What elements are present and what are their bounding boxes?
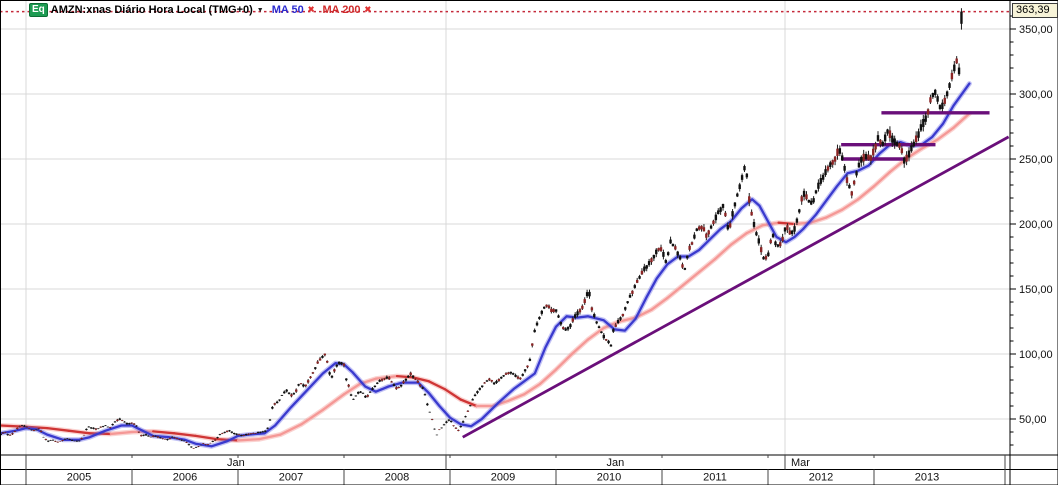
chart-header: Eq AMZN:xnas Diário Hora Local (TMG+0) ▼… xyxy=(29,2,371,18)
time-axis: Jan Jan Mar 2005 2006 2007 2008 2009 2010 2011 201… xyxy=(25,455,1006,485)
ma50-line[interactable] xyxy=(0,81,972,449)
year-label: 2012 xyxy=(809,472,833,484)
remove-ma200-icon[interactable]: ✖ xyxy=(364,5,372,14)
candles-layer xyxy=(0,8,963,449)
price-tick-label: 250,00 xyxy=(1019,154,1053,166)
price-tick-label: 350,00 xyxy=(1019,24,1053,36)
price-tick-label: 300,00 xyxy=(1019,89,1053,101)
ma50-label: MA 50 xyxy=(271,4,304,16)
legend-ma200: MA 200 ✖ xyxy=(322,4,371,16)
year-label: 2009 xyxy=(491,472,515,484)
legend-ma50: MA 50 ✖ xyxy=(272,4,315,16)
remove-ma50-icon[interactable]: ✖ xyxy=(307,5,315,14)
chevron-down-icon[interactable]: ▼ xyxy=(256,6,264,14)
year-label: 2005 xyxy=(67,472,91,484)
price-axis: 350,00 300,00 250,00 200,00 150,00 100,00 50,0… xyxy=(1010,15,1053,446)
ma200-line[interactable] xyxy=(0,111,972,443)
price-tick-label: 50,00 xyxy=(1019,414,1047,426)
last-price-label: 363,39 xyxy=(1012,3,1058,18)
period-label: Jan xyxy=(606,457,624,469)
grid-lines xyxy=(0,0,1010,455)
period-label: Jan xyxy=(227,457,245,469)
year-label: 2010 xyxy=(597,472,621,484)
year-label: 2013 xyxy=(915,472,939,484)
drawn-annotations[interactable] xyxy=(462,111,1010,439)
year-label: 2008 xyxy=(385,472,409,484)
instrument-selector[interactable]: Eq AMZN:xnas Diário Hora Local (TMG+0) ▼ xyxy=(29,3,264,17)
year-label: 2011 xyxy=(703,472,727,484)
period-label: Mar xyxy=(791,457,810,469)
year-label: 2007 xyxy=(279,472,303,484)
trendline xyxy=(462,135,1010,439)
ma200-label: MA 200 xyxy=(322,4,361,16)
equity-badge: Eq xyxy=(29,3,48,17)
price-tick-label: 200,00 xyxy=(1019,219,1053,231)
year-label: 2006 xyxy=(173,472,197,484)
price-tick-label: 100,00 xyxy=(1019,349,1053,361)
chart-title: AMZN:xnas Diário Hora Local (TMG+0) xyxy=(50,4,253,16)
price-tick-label: 150,00 xyxy=(1019,284,1053,296)
